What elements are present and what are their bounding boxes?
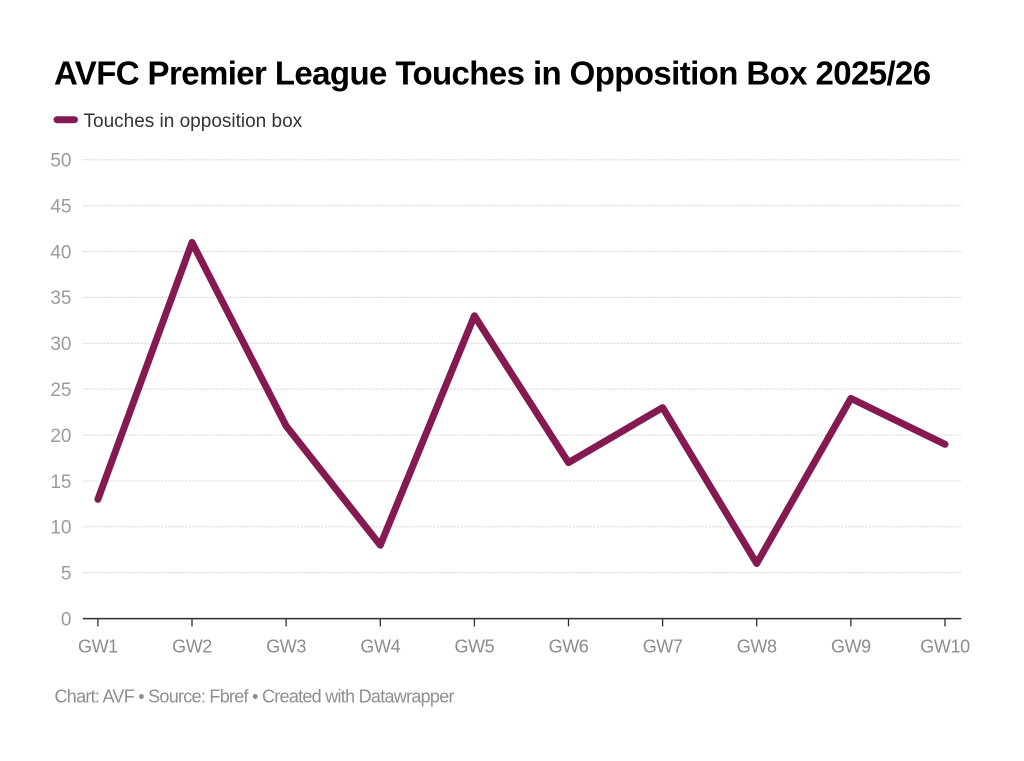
svg-text:AVFC Premier League Touches in: AVFC Premier League Touches in Oppositio… (54, 55, 931, 92)
svg-text:GW1: GW1 (78, 637, 118, 657)
svg-text:15: 15 (50, 472, 71, 493)
svg-text:30: 30 (50, 334, 71, 355)
svg-text:GW6: GW6 (549, 637, 589, 657)
svg-text:Touches in opposition box: Touches in opposition box (84, 111, 303, 132)
svg-text:40: 40 (50, 242, 71, 263)
svg-text:GW5: GW5 (454, 637, 494, 657)
svg-text:10: 10 (50, 518, 71, 539)
svg-text:35: 35 (50, 288, 71, 309)
svg-text:GW7: GW7 (643, 637, 683, 657)
svg-text:GW2: GW2 (172, 637, 212, 657)
svg-text:45: 45 (50, 197, 71, 218)
svg-text:GW9: GW9 (831, 637, 871, 657)
svg-text:5: 5 (61, 564, 72, 585)
svg-text:25: 25 (50, 380, 71, 401)
svg-text:50: 50 (50, 151, 71, 172)
svg-text:GW10: GW10 (920, 637, 970, 657)
svg-text:GW4: GW4 (360, 637, 400, 657)
svg-text:Chart: AVF • Source: Fbref • C: Chart: AVF • Source: Fbref • Created wit… (55, 687, 455, 707)
svg-text:GW8: GW8 (737, 637, 777, 657)
svg-text:GW3: GW3 (266, 637, 306, 657)
svg-text:0: 0 (61, 609, 72, 630)
svg-text:20: 20 (50, 426, 71, 447)
